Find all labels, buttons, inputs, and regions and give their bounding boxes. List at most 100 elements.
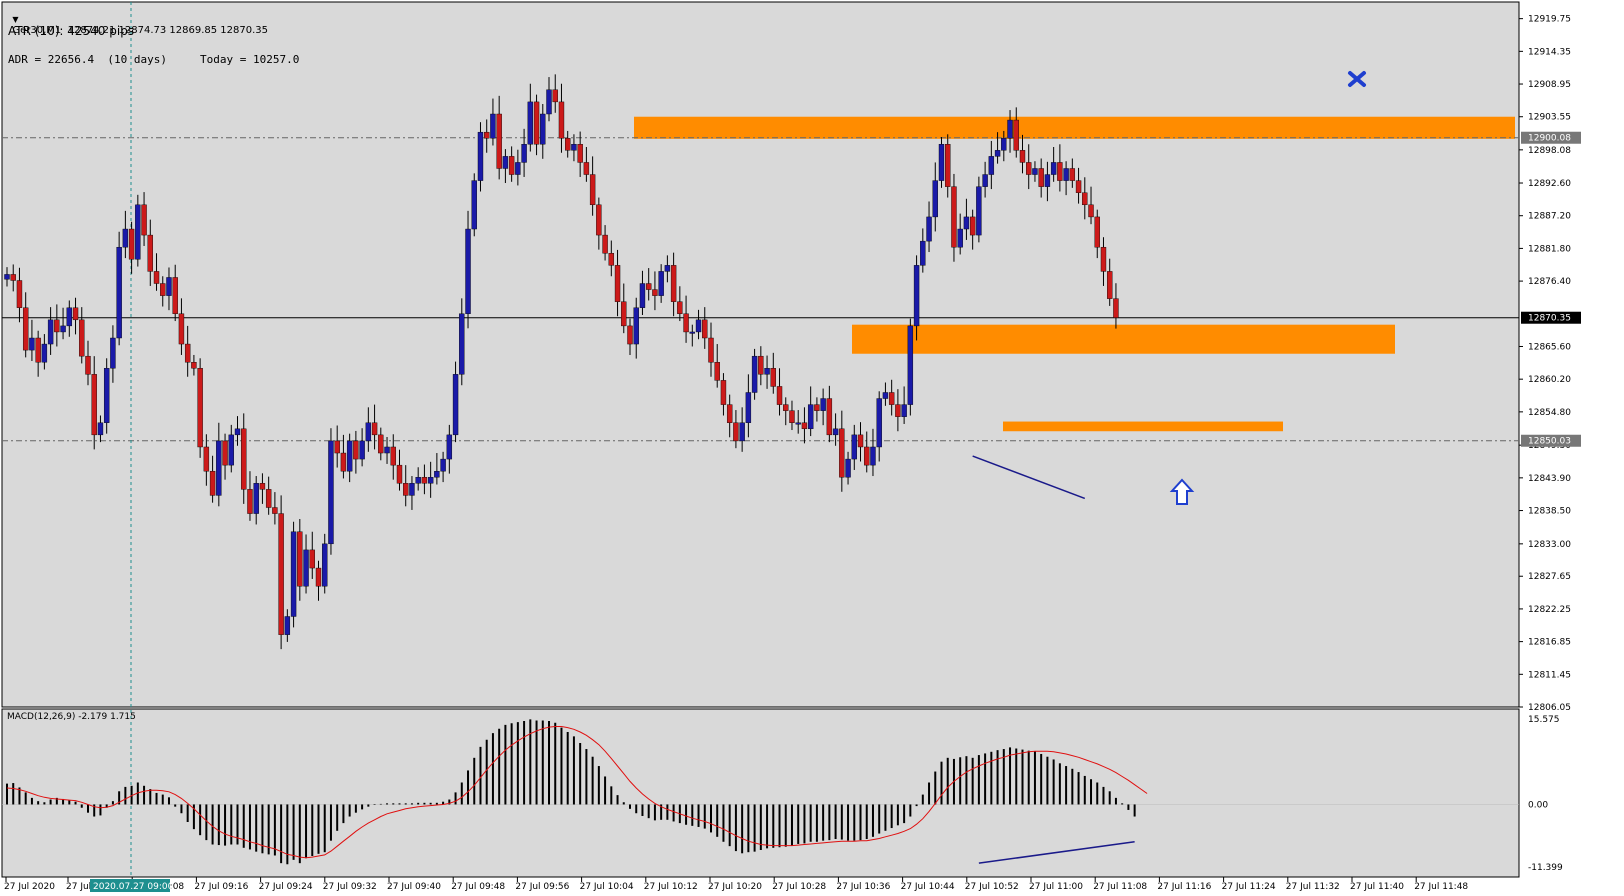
- price-tick-label: 12887.20: [1528, 212, 1571, 222]
- bull-candle: [409, 483, 415, 496]
- bear-candle: [1013, 119, 1019, 151]
- bull-candle: [907, 325, 914, 405]
- time-tick-label: 27 Jul 10:28: [772, 882, 826, 892]
- bear-candle: [670, 265, 677, 302]
- bear-candle: [1075, 180, 1082, 193]
- bull-candle: [751, 355, 758, 393]
- bull-candle: [434, 470, 440, 478]
- bear-candle: [1026, 162, 1032, 175]
- bear-candle: [726, 404, 733, 423]
- divergence-line-macd: [978, 841, 1135, 864]
- bull-candle: [427, 477, 434, 484]
- time-tick-label: 27 Jul 10:36: [836, 882, 890, 892]
- bull-candle: [502, 156, 509, 169]
- time-tick-label: 27 Jul 11:16: [1157, 882, 1211, 892]
- price-axis: 12919.75 12914.35 12908.95 12903.55 12898.08…: [1519, 15, 1581, 873]
- macd-label: MACD(12,26,9) -2.179 1.715: [7, 712, 136, 722]
- bull-candle: [901, 404, 907, 417]
- bear-candle: [141, 204, 147, 236]
- bear-candle: [147, 234, 153, 272]
- bull-candle: [446, 434, 453, 460]
- time-tick-label: 27 Jul 2020: [4, 882, 55, 892]
- bear-candle: [1088, 204, 1094, 218]
- bear-candle: [714, 362, 720, 381]
- bear-candle: [16, 280, 23, 308]
- horizontal-levels: [2, 2, 1519, 877]
- time-tick-label: 27 Jul 09:32: [323, 882, 377, 892]
- bear-candle: [621, 301, 627, 327]
- bull-candle: [882, 392, 889, 399]
- bear-candle: [826, 398, 833, 436]
- bear-candle: [54, 319, 60, 333]
- bull-candle: [29, 337, 35, 351]
- bear-candle: [259, 483, 266, 490]
- bear-candle: [533, 101, 540, 145]
- bull-candle: [633, 307, 639, 345]
- price-tick-label: 12816.85: [1528, 638, 1571, 648]
- bear-candle: [627, 325, 633, 345]
- dropdown-triangle-icon[interactable]: ▼: [12, 15, 19, 24]
- bear-candle: [197, 368, 203, 448]
- bull-candle: [166, 277, 172, 296]
- bear-candle: [857, 434, 864, 448]
- bull-candle: [695, 319, 702, 333]
- time-tick-label: 27 Jul 10:12: [644, 882, 698, 892]
- price-tick-label: 12822.25: [1528, 605, 1571, 615]
- bear-candle: [888, 392, 895, 405]
- bull-candle: [103, 368, 110, 423]
- bull-candle: [876, 398, 882, 448]
- bull-candle: [1007, 119, 1013, 139]
- macd-tick-label: -11.399: [1528, 863, 1563, 873]
- bear-candle: [309, 549, 315, 569]
- bull-candle: [932, 180, 938, 218]
- bear-candle: [297, 531, 303, 587]
- bull-candle: [228, 434, 234, 466]
- bear-candle: [558, 101, 565, 139]
- bear-candle: [839, 428, 845, 478]
- bear-candle: [484, 131, 490, 139]
- bear-candle: [128, 228, 135, 260]
- bull-candle: [440, 458, 446, 472]
- bear-candle: [35, 337, 41, 363]
- time-tick-label: 27 Jul 11:00: [1029, 882, 1083, 892]
- price-marker-label: 12850.03: [1528, 437, 1571, 447]
- price-tick-label: 12919.75: [1528, 15, 1571, 25]
- bear-candle: [496, 113, 502, 169]
- bear-candle: [1082, 192, 1088, 206]
- bull-candle: [515, 162, 521, 175]
- bull-candle: [540, 113, 546, 145]
- atr-indicator-text: ATR (10): 42540 pips: [8, 24, 135, 38]
- price-tick-label: 12903.55: [1528, 113, 1571, 123]
- bear-candle: [801, 422, 808, 430]
- bull-candle: [122, 228, 129, 248]
- time-tick-label: 27 Jul 10:52: [965, 882, 1019, 892]
- bear-candle: [720, 380, 727, 405]
- bear-candle: [178, 313, 185, 345]
- bear-candle: [652, 289, 658, 296]
- cross-marker-icon: [1348, 71, 1366, 87]
- bear-candle: [340, 452, 347, 472]
- bear-candle: [203, 446, 210, 472]
- bull-candle: [41, 343, 48, 363]
- price-tick-label: 12827.65: [1528, 572, 1571, 582]
- price-tick-label: 12876.40: [1528, 277, 1571, 287]
- price-tick-label: 12881.80: [1528, 244, 1571, 254]
- up-arrow-icon: [1169, 478, 1195, 505]
- bear-candle: [272, 507, 278, 514]
- bear-candle: [733, 422, 739, 442]
- price-tick-label: 12854.80: [1528, 408, 1571, 418]
- bear-candle: [814, 404, 820, 411]
- price-marker-box: [1521, 434, 1581, 447]
- bear-candle: [508, 156, 515, 175]
- bull-candle: [110, 337, 116, 369]
- bear-candle: [72, 307, 79, 321]
- bull-candle: [527, 101, 534, 145]
- bull-candle: [745, 392, 752, 423]
- bull-candle: [322, 543, 328, 587]
- time-tick-label: 27 Jul 10:04: [580, 882, 634, 892]
- bear-candle: [396, 464, 403, 484]
- bear-candle: [1069, 168, 1076, 181]
- time-tick-label: 27 Jul 09:48: [451, 882, 505, 892]
